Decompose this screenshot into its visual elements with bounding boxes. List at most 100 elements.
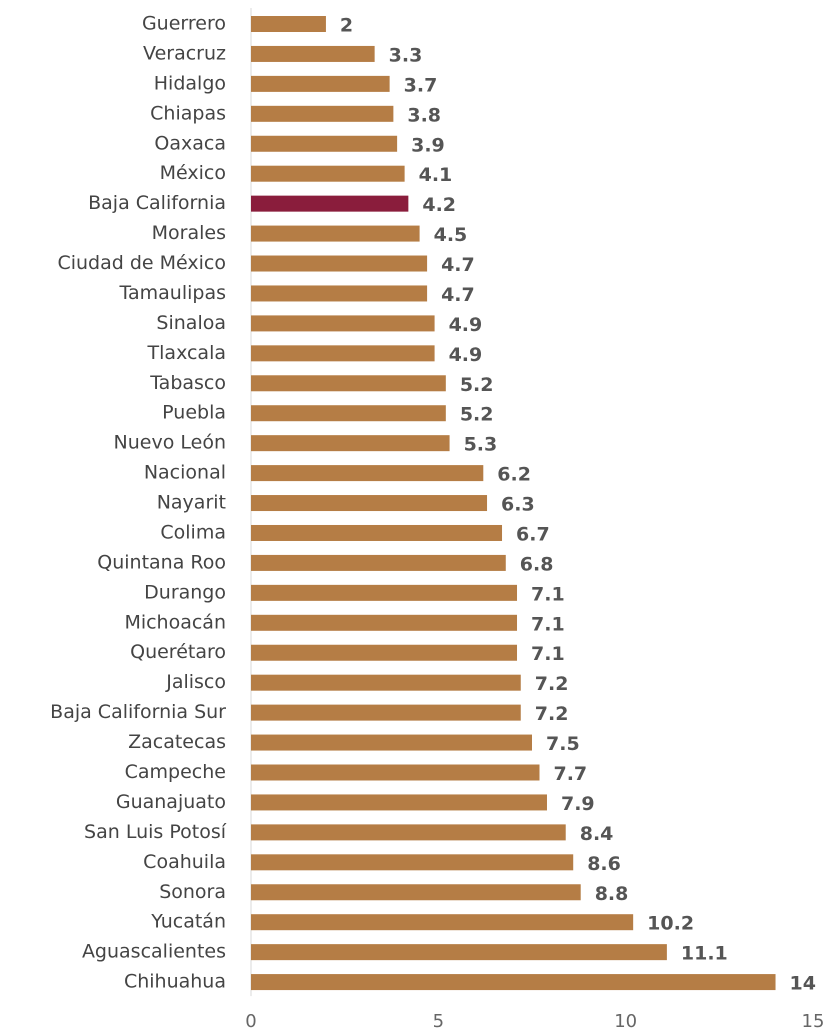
- y-tick-label: Sonora: [159, 881, 226, 903]
- bar: [251, 704, 521, 721]
- value-label: 4.5: [434, 224, 468, 246]
- bar: [251, 824, 566, 841]
- bar: [251, 734, 532, 751]
- value-label: 5.2: [460, 374, 494, 396]
- bar: [251, 435, 450, 452]
- bar: [251, 495, 488, 512]
- value-label: 3.9: [411, 134, 445, 156]
- bar: [251, 614, 518, 631]
- x-tick-label: 15: [802, 1011, 825, 1032]
- value-label: 4.1: [419, 164, 453, 186]
- bar: [251, 345, 435, 362]
- value-label: 14: [790, 973, 816, 995]
- bar: [251, 524, 503, 541]
- bar: [251, 794, 547, 811]
- y-tick-label: Veracruz: [143, 42, 226, 64]
- bar: [251, 914, 634, 931]
- y-tick-label: Oaxaca: [154, 132, 226, 154]
- y-tick-label: Tlaxcala: [147, 342, 226, 364]
- bar: [251, 405, 446, 422]
- bar: [251, 974, 776, 991]
- y-tick-label: Colima: [160, 521, 226, 543]
- value-label: 3.8: [407, 104, 441, 126]
- value-label: 7.1: [531, 643, 565, 665]
- value-label: 8.6: [587, 853, 621, 875]
- bar: [251, 75, 390, 92]
- y-tick-label: Hidalgo: [154, 72, 226, 94]
- bar: [251, 16, 326, 32]
- value-label: 8.4: [580, 823, 614, 845]
- bar: [251, 465, 484, 482]
- y-tick-label: Quintana Roo: [97, 551, 226, 573]
- bar: [251, 674, 521, 691]
- y-tick-label: Guanajuato: [116, 791, 226, 813]
- y-tick-label: Morales: [152, 222, 226, 244]
- x-tick-label: 0: [245, 1011, 256, 1032]
- y-tick-label: Durango: [144, 581, 226, 603]
- value-label: 7.5: [546, 733, 580, 755]
- y-tick-label: Chihuahua: [124, 971, 226, 993]
- value-label: 6.3: [501, 494, 535, 516]
- bar: [251, 315, 435, 332]
- bar: [251, 554, 506, 571]
- value-label: 7.2: [535, 673, 569, 695]
- y-tick-label: Tabasco: [149, 372, 226, 394]
- y-tick-label: Coahuila: [143, 851, 226, 873]
- bar: [251, 105, 394, 122]
- y-tick-label: Campeche: [125, 761, 226, 783]
- value-label: 7.9: [561, 793, 595, 815]
- y-tick-label: Aguascalientes: [82, 941, 226, 963]
- bar: [251, 884, 581, 901]
- bar: [251, 584, 518, 601]
- value-label: 5.3: [464, 434, 498, 456]
- value-label: 8.8: [595, 883, 629, 905]
- bar: [251, 255, 428, 272]
- value-label: 6.7: [516, 523, 550, 545]
- value-label: 7.1: [531, 583, 565, 605]
- y-tick-label: Jalisco: [165, 671, 226, 693]
- value-label: 3.3: [389, 44, 423, 66]
- value-label: 10.2: [647, 913, 694, 935]
- y-tick-label: Querétaro: [130, 641, 226, 663]
- y-tick-label: Yucatán: [150, 911, 226, 933]
- bar: [251, 854, 574, 871]
- value-label: 4.2: [422, 194, 456, 216]
- value-label: 4.9: [449, 314, 483, 336]
- bar: [251, 45, 375, 62]
- value-label: 4.7: [441, 284, 475, 306]
- value-label: 7.2: [535, 703, 569, 725]
- bar: [251, 764, 540, 781]
- value-label: 11.1: [681, 943, 728, 965]
- bar: [251, 195, 409, 212]
- y-tick-label: Nuevo León: [114, 432, 226, 454]
- value-label: 2: [340, 15, 353, 37]
- y-tick-label: San Luis Potosí: [84, 821, 227, 843]
- y-tick-label: Ciudad de México: [57, 252, 226, 274]
- y-tick-label: Nacional: [144, 462, 226, 484]
- y-tick-label: Sinaloa: [156, 312, 226, 334]
- y-tick-label: México: [160, 162, 226, 184]
- y-tick-label: Guerrero: [142, 13, 226, 35]
- y-tick-label: Baja California: [88, 192, 226, 214]
- value-label: 5.2: [460, 404, 494, 426]
- value-label: 4.9: [449, 344, 483, 366]
- y-tick-label: Zacatecas: [128, 731, 226, 753]
- y-tick-label: Tamaulipas: [119, 282, 226, 304]
- y-tick-label: Chiapas: [150, 102, 226, 124]
- y-tick-label: Michoacán: [124, 611, 226, 633]
- bar: [251, 944, 667, 961]
- bar: [251, 285, 428, 302]
- value-label: 7.1: [531, 613, 565, 635]
- bar: [251, 375, 446, 392]
- x-tick-label: 10: [614, 1011, 637, 1032]
- x-tick-label: 5: [433, 1011, 444, 1032]
- y-tick-label: Puebla: [162, 402, 226, 424]
- bar: [251, 165, 405, 182]
- value-label: 7.7: [553, 763, 587, 785]
- value-label: 3.7: [404, 74, 438, 96]
- bar: [251, 135, 398, 152]
- value-label: 6.2: [497, 464, 531, 486]
- value-label: 4.7: [441, 254, 475, 276]
- y-tick-label: Baja California Sur: [50, 701, 226, 723]
